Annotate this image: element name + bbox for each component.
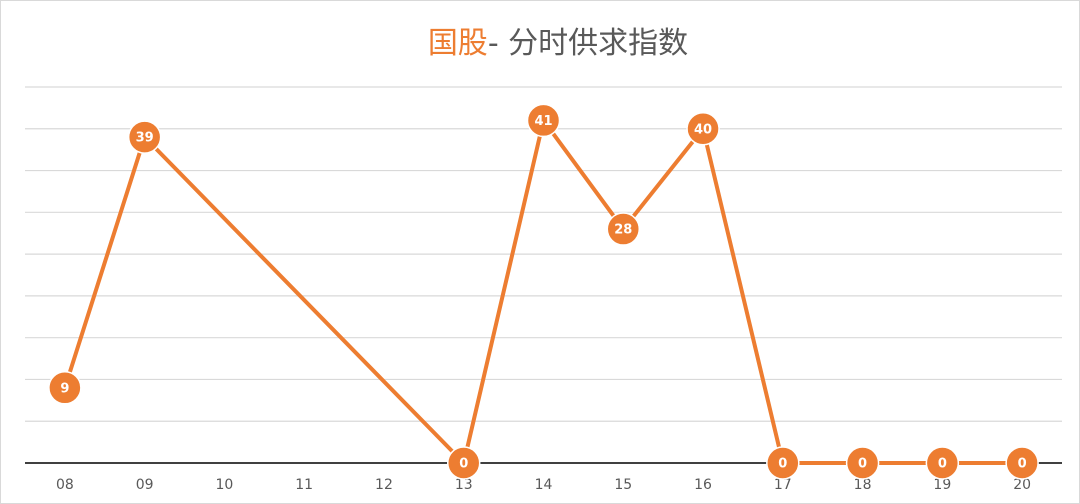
title-part: 国股 (428, 26, 488, 61)
x-tick-label: 17 (774, 477, 792, 493)
x-tick-label: 16 (694, 477, 712, 493)
point (686, 112, 720, 146)
point (127, 120, 162, 154)
x-tick-label: 18 (854, 477, 872, 493)
point (526, 103, 561, 138)
line (62, 118, 1023, 465)
data-label: 40 (694, 122, 712, 137)
x-tick-label: 08 (56, 477, 74, 493)
point (446, 446, 481, 480)
x-tick-label: 11 (295, 477, 313, 493)
chart-title: 国股- 分时供求指数 (428, 26, 688, 61)
x-tick-label: 12 (375, 477, 393, 493)
x-tick-label: 09 (136, 477, 154, 493)
title-part: - 分时供求指数 (488, 26, 688, 61)
data-label: 9 (60, 381, 69, 396)
x-tick-label: 14 (535, 477, 553, 493)
data-label: 39 (136, 131, 154, 146)
x-tick-label: 10 (216, 477, 234, 493)
point (606, 212, 641, 246)
point (925, 446, 960, 480)
x-tick-label: 19 (933, 477, 951, 493)
x-tick-label: 15 (614, 477, 632, 493)
data-label: 41 (534, 114, 552, 129)
data-label: 0 (1018, 457, 1027, 472)
point (48, 371, 82, 405)
data-label: 0 (459, 457, 468, 472)
data-label: 0 (858, 457, 867, 472)
data-label: 0 (778, 457, 787, 472)
data-label: 28 (614, 223, 632, 238)
point (845, 446, 880, 480)
point (766, 446, 800, 480)
point (1005, 446, 1039, 480)
x-tick-label: 13 (455, 477, 473, 493)
data-label: 0 (938, 457, 947, 472)
x-tick-label: 20 (1013, 477, 1031, 493)
